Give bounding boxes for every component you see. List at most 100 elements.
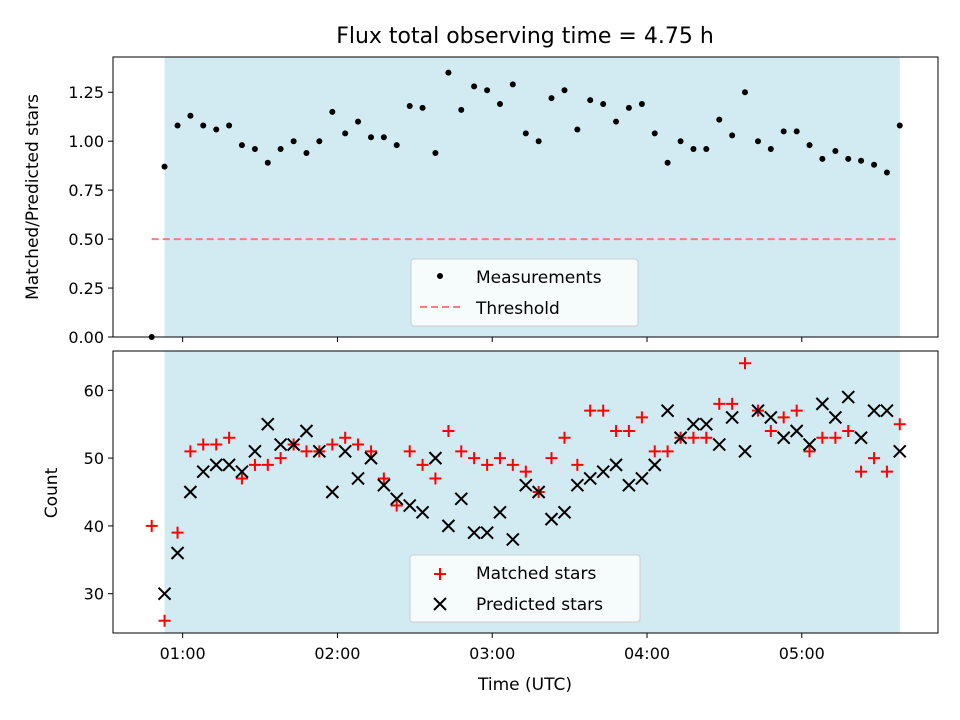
matched-star-point: [829, 431, 842, 444]
legend-threshold-label: Threshold: [475, 299, 560, 319]
matched-star-point: [648, 445, 661, 458]
top-plot-frame: [112, 56, 939, 338]
matched-star-point: [403, 445, 416, 458]
matched-star-point: [571, 458, 584, 471]
y-tick-label: 0.50: [68, 230, 104, 249]
predicted-star-point: [802, 437, 817, 452]
matched-star-point: [377, 472, 390, 485]
predicted-star-point: [325, 485, 340, 499]
matched-star-point: [248, 458, 261, 471]
measurement-point: [716, 116, 723, 123]
measurement-point: [238, 142, 245, 149]
predicted-star-point: [764, 410, 778, 425]
x-tick-label: 05:00: [779, 644, 825, 663]
predicted-star-point: [570, 478, 585, 492]
measurement-point: [329, 108, 336, 115]
predicted-star-point: [454, 492, 468, 506]
matched-star-point: [184, 445, 197, 458]
top-y-label: Matched/Predicted stars: [23, 94, 43, 300]
measurement-point: [651, 130, 658, 137]
matched-star-point: [700, 431, 713, 444]
y-tick-label: 0.25: [68, 279, 104, 298]
measurement-point: [819, 155, 826, 162]
matched-star-point: [713, 397, 726, 410]
matched-star-point: [171, 526, 184, 539]
matched-star-point: [661, 445, 674, 458]
measurement-point: [613, 118, 620, 125]
x-tick-label: 03:00: [469, 644, 515, 663]
measurement-point: [251, 146, 258, 153]
predicted-star-point: [789, 424, 804, 438]
top-x-ticks: [182, 337, 803, 342]
measurement-point: [806, 142, 813, 149]
predicted-stars-points: [157, 390, 907, 601]
matched-star-point: [197, 438, 210, 451]
legend-predicted-label: Predicted stars: [476, 595, 603, 615]
measurement-point: [342, 130, 349, 137]
measurement-point: [548, 95, 555, 102]
matched-star-point: [223, 431, 236, 444]
measurement-point: [600, 100, 607, 107]
measurement-point: [303, 149, 310, 156]
top-panel: 0.00 0.25 0.50 0.75 1.00 1.25 Flux total obse…: [23, 24, 939, 347]
measurement-point: [625, 104, 632, 111]
predicted-star-point: [738, 444, 752, 459]
matched-star-point: [506, 458, 519, 471]
matched-star-point: [274, 452, 287, 465]
matched-star-point: [777, 411, 790, 424]
predicted-star-point: [235, 464, 249, 479]
measurement-point: [226, 122, 233, 129]
measurement-point: [380, 134, 387, 141]
predicted-star-point: [854, 431, 868, 445]
predicted-star-point: [531, 485, 546, 499]
predicted-star-point: [557, 505, 572, 520]
measurement-point: [509, 81, 516, 88]
matched-star-point: [145, 519, 158, 532]
measurement-point: [213, 126, 220, 133]
matched-star-point: [893, 418, 906, 431]
measurement-point: [793, 128, 800, 135]
matched-star-point: [764, 424, 777, 437]
measurement-point: [574, 126, 581, 133]
top-legend: Measurements Threshold: [410, 258, 639, 327]
measurement-point: [741, 89, 748, 96]
measurement-point: [677, 138, 684, 145]
matched-star-point: [390, 499, 403, 512]
predicted-star-point: [660, 403, 675, 418]
top-legend-box: [410, 258, 639, 327]
measurement-point: [561, 87, 568, 94]
predicted-star-point: [299, 424, 314, 438]
predicted-star-point: [170, 546, 185, 560]
matched-star-point: [442, 424, 455, 437]
legend-matched-marker: [434, 568, 446, 580]
predicted-star-point: [261, 417, 275, 431]
y-tick-label: 60: [84, 381, 104, 400]
measurement-point: [845, 155, 852, 162]
measurement-point: [316, 138, 323, 145]
predicted-star-point: [699, 417, 713, 431]
measurement-point: [393, 142, 400, 149]
measurement-point: [264, 159, 271, 166]
predicted-star-point: [519, 478, 533, 492]
matched-star-point: [339, 431, 352, 444]
matched-star-point: [326, 438, 339, 451]
measurement-point: [832, 147, 839, 154]
predicted-star-point: [686, 417, 701, 431]
matched-star-point: [610, 424, 623, 437]
measurement-point: [871, 161, 878, 168]
predicted-star-point: [648, 458, 662, 472]
matched-star-point: [158, 614, 171, 627]
matched-star-point: [584, 404, 597, 417]
y-tick-label: 30: [84, 585, 104, 604]
predicted-star-point: [609, 458, 623, 472]
bottom-legend-box: [409, 554, 641, 623]
matched-star-point: [519, 465, 532, 478]
legend-measurements-marker: [437, 273, 443, 279]
predicted-star-point: [273, 437, 288, 452]
matched-star-point: [880, 465, 893, 478]
measurement-point: [535, 138, 542, 145]
x-tick-label: 02:00: [314, 644, 360, 663]
predicted-star-point: [248, 444, 262, 459]
matched-star-point: [868, 452, 881, 465]
